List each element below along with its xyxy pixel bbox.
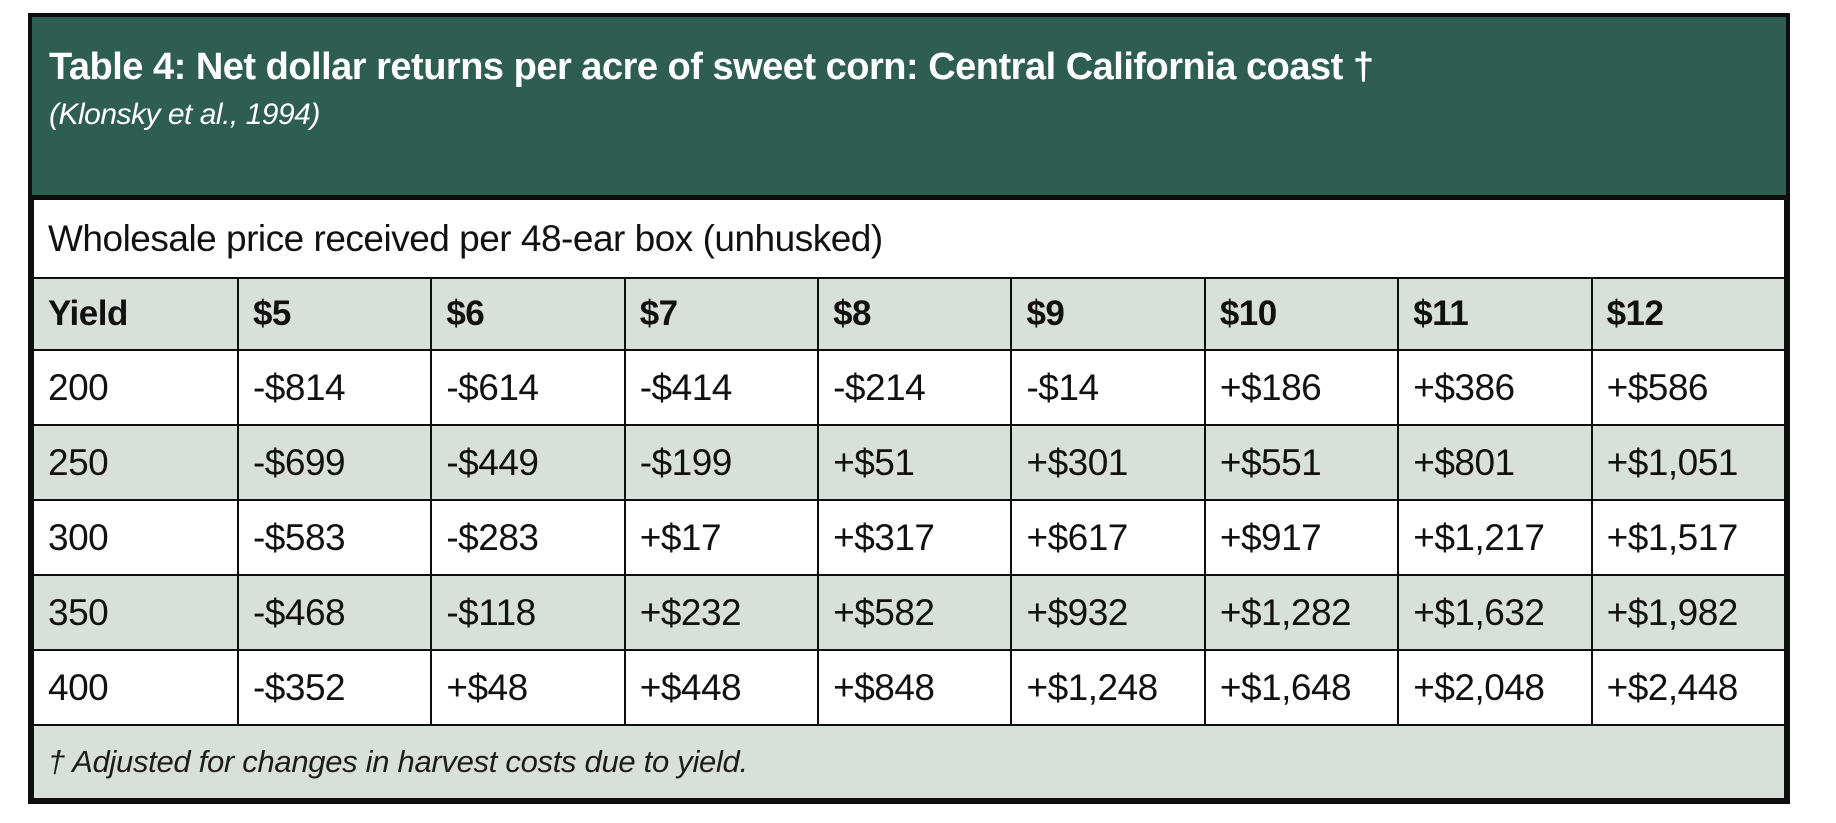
- table-row: 200 -$814 -$614 -$414 -$214 -$14 +$186 +$386 +$5…: [32, 349, 1787, 426]
- yield-cell: 350: [32, 574, 239, 651]
- yield-cell: 200: [32, 349, 239, 426]
- return-cell: -$14: [1010, 349, 1206, 426]
- price-column-header: $5: [236, 277, 433, 351]
- table-container: Table 4: Net dollar returns per acre of …: [28, 13, 1790, 804]
- return-cell: -$468: [236, 574, 433, 651]
- net-returns-table: Wholesale price received per 48-ear box …: [32, 198, 1787, 800]
- return-cell: -$449: [430, 424, 626, 501]
- return-cell: -$199: [623, 424, 820, 501]
- return-cell: +$17: [623, 499, 820, 576]
- return-cell: +$848: [817, 649, 1013, 726]
- table-row: 350 -$468 -$118 +$232 +$582 +$932 +$1,282 +$1,6…: [32, 574, 1787, 651]
- return-cell: +$1,517: [1590, 499, 1787, 576]
- table-row: 250 -$699 -$449 -$199 +$51 +$301 +$551 +$801 +$1…: [32, 424, 1787, 501]
- return-cell: +$2,048: [1397, 649, 1593, 726]
- return-cell: +$1,982: [1590, 574, 1787, 651]
- table-footnote-row: † Adjusted for changes in harvest costs …: [32, 724, 1786, 800]
- yield-cell: 400: [32, 649, 239, 726]
- table-caption-row: Wholesale price received per 48-ear box …: [32, 198, 1786, 279]
- return-cell: -$583: [236, 499, 433, 576]
- price-column-header: $10: [1203, 277, 1400, 351]
- return-cell: -$118: [430, 574, 626, 651]
- return-cell: +$1,282: [1203, 574, 1400, 651]
- return-cell: +$586: [1590, 349, 1787, 426]
- table-header-row: Yield $5 $6 $7 $8 $9 $10 $11 $12: [32, 277, 1787, 351]
- return-cell: -$414: [623, 349, 820, 426]
- yield-column-header: Yield: [32, 277, 239, 351]
- return-cell: +$386: [1397, 349, 1593, 426]
- return-cell: -$214: [817, 349, 1013, 426]
- price-column-header: $6: [430, 277, 626, 351]
- return-cell: +$186: [1203, 349, 1400, 426]
- return-cell: +$2,448: [1590, 649, 1787, 726]
- price-column-header: $7: [623, 277, 820, 351]
- table-row: 400 -$352 +$48 +$448 +$848 +$1,248 +$1,648 +$2,…: [32, 649, 1787, 726]
- return-cell: +$617: [1010, 499, 1206, 576]
- return-cell: +$551: [1203, 424, 1400, 501]
- price-column-header: $9: [1010, 277, 1206, 351]
- return-cell: +$48: [430, 649, 626, 726]
- table-footnote: † Adjusted for changes in harvest costs …: [32, 724, 1786, 800]
- return-cell: -$283: [430, 499, 626, 576]
- table-caption: Wholesale price received per 48-ear box …: [32, 198, 1786, 279]
- price-column-header: $11: [1397, 277, 1593, 351]
- return-cell: +$1,248: [1010, 649, 1206, 726]
- yield-cell: 250: [32, 424, 239, 501]
- return-cell: -$614: [430, 349, 626, 426]
- table-row: 300 -$583 -$283 +$17 +$317 +$617 +$917 +$1,217 +…: [32, 499, 1787, 576]
- return-cell: -$352: [236, 649, 433, 726]
- return-cell: +$932: [1010, 574, 1206, 651]
- return-cell: +$917: [1203, 499, 1400, 576]
- table-source-citation: (Klonsky et al., 1994): [49, 97, 320, 131]
- return-cell: -$814: [236, 349, 433, 426]
- return-cell: +$51: [817, 424, 1013, 501]
- return-cell: +$232: [623, 574, 820, 651]
- return-cell: +$801: [1397, 424, 1593, 501]
- price-column-header: $12: [1590, 277, 1787, 351]
- price-column-header: $8: [817, 277, 1013, 351]
- return-cell: +$317: [817, 499, 1013, 576]
- table-title-band: Table 4: Net dollar returns per acre of …: [32, 17, 1786, 198]
- yield-cell: 300: [32, 499, 239, 576]
- return-cell: +$448: [623, 649, 820, 726]
- return-cell: +$582: [817, 574, 1013, 651]
- return-cell: -$699: [236, 424, 433, 501]
- return-cell: +$1,217: [1397, 499, 1593, 576]
- return-cell: +$1,632: [1397, 574, 1593, 651]
- return-cell: +$301: [1010, 424, 1206, 501]
- return-cell: +$1,648: [1203, 649, 1400, 726]
- table-title: Table 4: Net dollar returns per acre of …: [49, 46, 1374, 88]
- return-cell: +$1,051: [1590, 424, 1787, 501]
